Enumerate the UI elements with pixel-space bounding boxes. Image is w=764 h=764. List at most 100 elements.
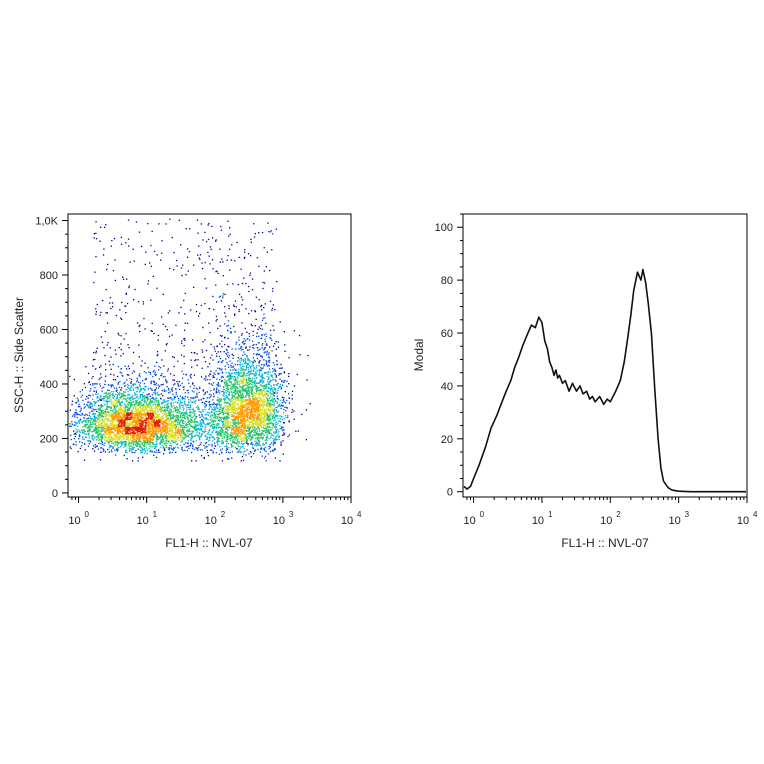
- scatter-event: [200, 455, 203, 457]
- scatter-event: [119, 410, 121, 412]
- scatter-event: [100, 410, 102, 413]
- scatter-event: [112, 394, 115, 396]
- scatter-event: [241, 437, 243, 440]
- scatter-event: [149, 406, 151, 408]
- scatter-event: [259, 422, 261, 424]
- scatter-event: [255, 344, 257, 346]
- scatter-event: [137, 423, 139, 426]
- scatter-event: [271, 399, 273, 401]
- scatter-event: [140, 404, 142, 406]
- scatter-event: [268, 423, 270, 425]
- scatter-event: [148, 424, 150, 426]
- scatter-event: [236, 417, 238, 419]
- scatter-event: [91, 422, 94, 424]
- scatter-event: [136, 425, 138, 427]
- scatter-event: [116, 397, 118, 400]
- scatter-event: [261, 347, 263, 349]
- scatter-event: [211, 403, 213, 406]
- scatter-event: [240, 399, 242, 401]
- scatter-event: [272, 370, 274, 373]
- scatter-event: [155, 406, 157, 408]
- scatter-event: [248, 404, 250, 406]
- scatter-event: [83, 407, 85, 409]
- scatter-event: [209, 378, 211, 381]
- scatter-event: [135, 405, 137, 407]
- scatter-event: [243, 427, 245, 429]
- scatter-event: [239, 430, 241, 432]
- scatter-event: [116, 435, 118, 437]
- scatter-event: [242, 398, 244, 400]
- scatter-event: [253, 392, 255, 394]
- scatter-event: [281, 402, 284, 404]
- scatter-event: [113, 435, 115, 437]
- scatter-event: [112, 446, 114, 448]
- scatter-event: [111, 445, 113, 447]
- scatter-event: [135, 403, 137, 405]
- scatter-event: [233, 418, 235, 420]
- scatter-event: [199, 439, 201, 441]
- scatter-event: [259, 404, 261, 407]
- scatter-event: [119, 445, 122, 448]
- scatter-event: [219, 417, 221, 420]
- scatter-event: [112, 401, 114, 403]
- scatter-event: [152, 425, 155, 427]
- scatter-event: [126, 400, 128, 402]
- scatter-event: [148, 422, 150, 424]
- scatter-event: [267, 409, 269, 411]
- scatter-event: [274, 457, 277, 459]
- scatter-event: [252, 357, 254, 359]
- scatter-event: [130, 437, 132, 439]
- scatter-event: [236, 404, 238, 406]
- scatter-event: [215, 392, 217, 394]
- scatter-event: [149, 387, 151, 390]
- scatter-event: [291, 411, 293, 413]
- scatter-event: [150, 435, 152, 437]
- scatter-event: [238, 398, 240, 400]
- scatter-event: [250, 403, 252, 405]
- scatter-event: [225, 412, 227, 414]
- scatter-event: [256, 405, 259, 407]
- scatter-event: [270, 422, 273, 424]
- scatter-event: [94, 428, 96, 430]
- scatter-event: [225, 348, 227, 351]
- scatter-event: [243, 391, 245, 393]
- scatter-event: [136, 414, 138, 416]
- scatter-event: [96, 439, 98, 441]
- scatter-event: [283, 381, 285, 383]
- scatter-event: [117, 425, 119, 427]
- scatter-event: [260, 393, 262, 396]
- scatter-event: [83, 442, 86, 445]
- scatter-event: [166, 386, 168, 388]
- scatter-event: [106, 430, 108, 432]
- scatter-event: [180, 404, 182, 406]
- scatter-event: [260, 367, 262, 369]
- scatter-event: [248, 368, 250, 370]
- scatter-event: [218, 372, 220, 374]
- scatter-event: [138, 412, 140, 414]
- scatter-event: [203, 422, 205, 425]
- scatter-event: [261, 433, 263, 435]
- scatter-event: [123, 425, 125, 427]
- scatter-event: [291, 390, 294, 392]
- scatter-event: [172, 417, 174, 419]
- scatter-event: [143, 436, 146, 438]
- scatter-event: [117, 438, 119, 440]
- scatter-event: [265, 460, 267, 462]
- scatter-event: [201, 434, 203, 436]
- scatter-event: [262, 381, 264, 383]
- scatter-event: [269, 411, 271, 413]
- scatter-event: [240, 420, 242, 422]
- scatter-event: [96, 434, 99, 436]
- scatter-event: [265, 414, 267, 416]
- scatter-event: [83, 420, 85, 422]
- scatter-event: [244, 411, 246, 413]
- scatter-event: [171, 420, 173, 423]
- scatter-event: [251, 372, 253, 375]
- scatter-event: [237, 409, 239, 411]
- scatter-event: [249, 451, 252, 453]
- scatter-event: [261, 344, 263, 346]
- scatter-event: [133, 416, 135, 418]
- scatter-event: [162, 406, 164, 408]
- scatter-event: [265, 372, 267, 374]
- scatter-event: [263, 413, 266, 415]
